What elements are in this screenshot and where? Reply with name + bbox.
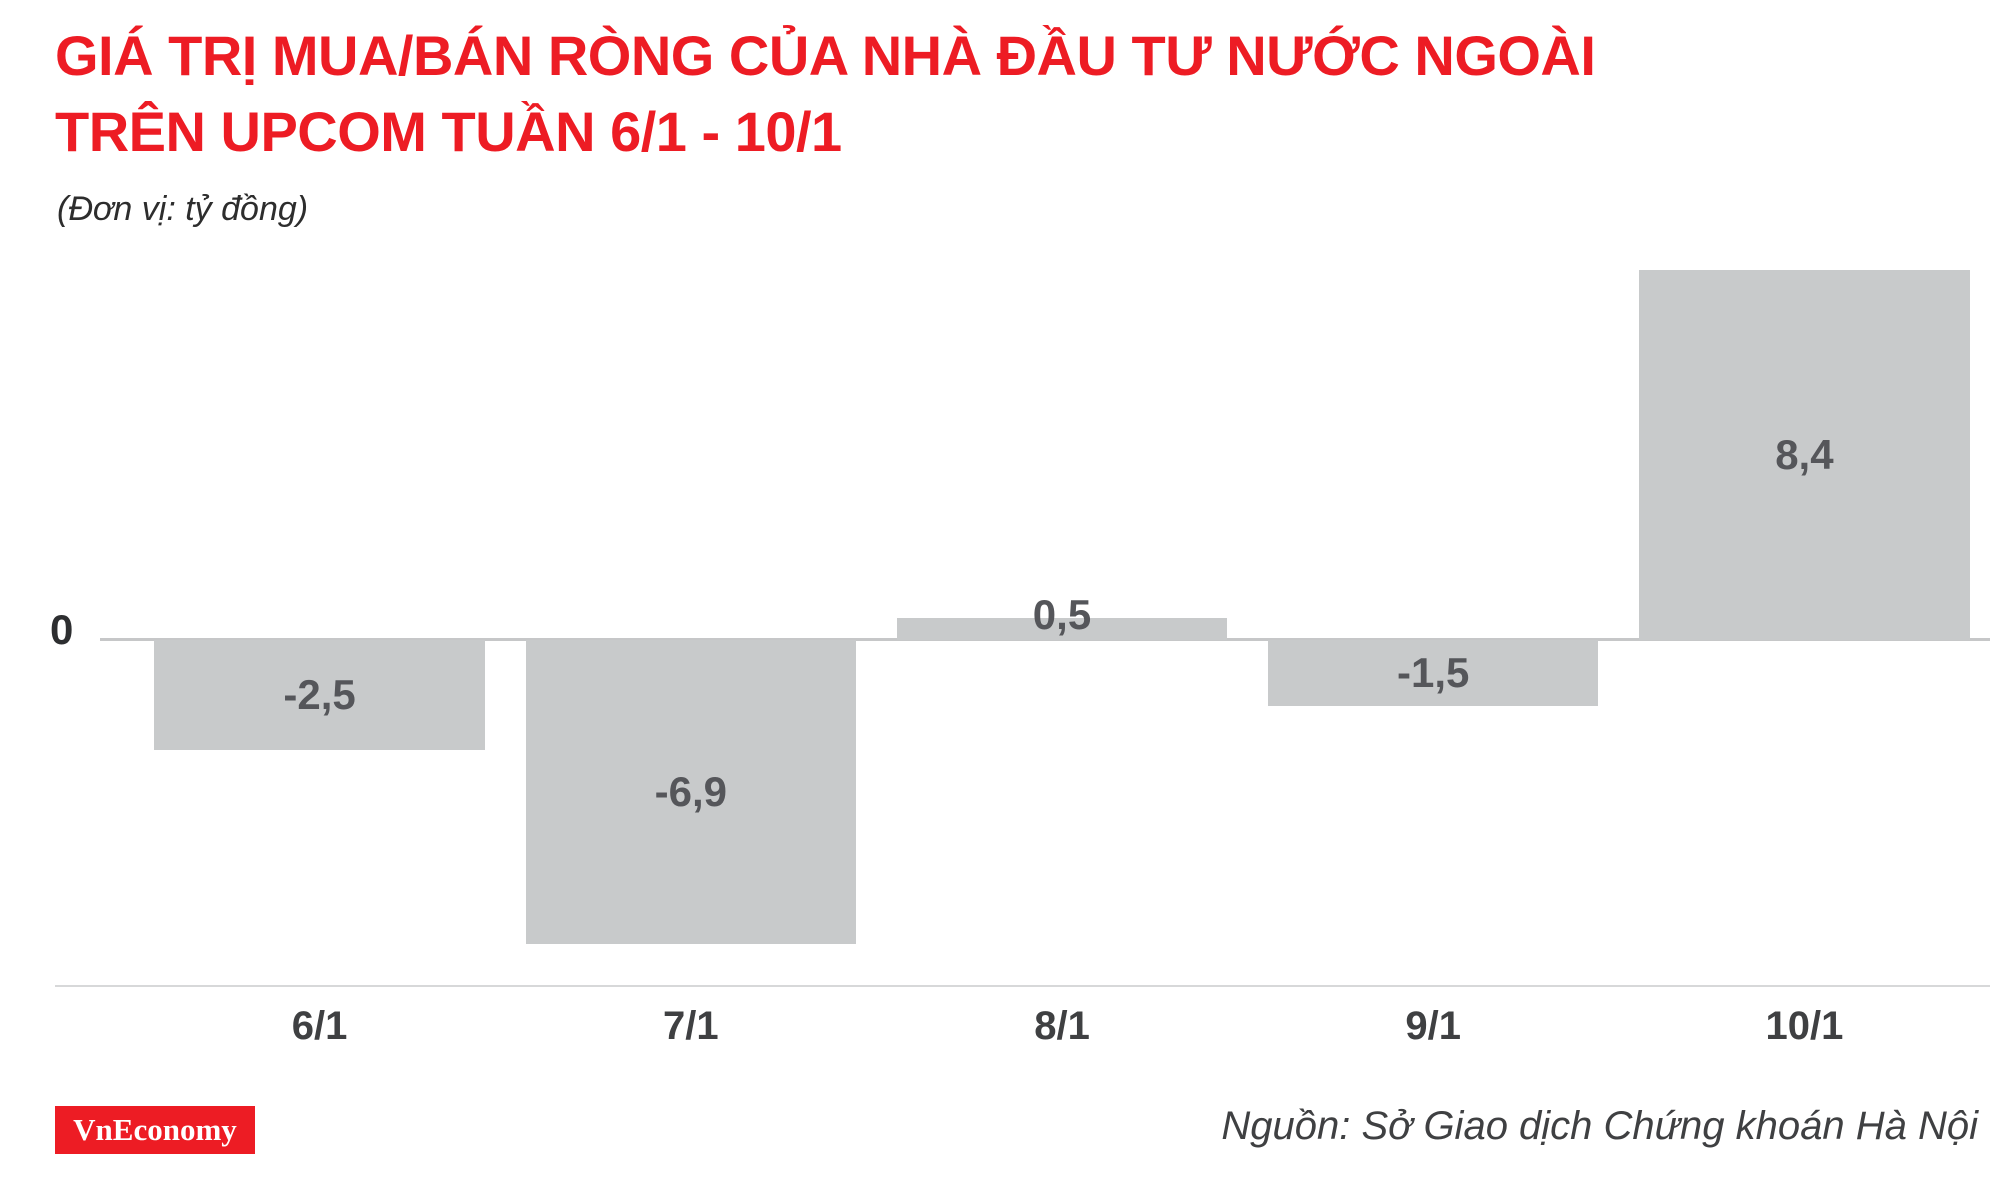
x-axis-label: 10/1: [1765, 1004, 1844, 1048]
x-axis-labels: 6/1 7/1 8/1 9/1 10/1: [134, 1004, 1990, 1049]
bar-slot: -1,5: [1248, 230, 1619, 986]
y-axis-zero-label: 0: [50, 606, 74, 653]
bar-value-label: 0,5: [1032, 591, 1092, 638]
bar-value-label: -1,5: [1397, 649, 1470, 696]
bar-slot: -6,9: [505, 230, 876, 986]
page-title: GIÁ TRỊ MUA/BÁN RÒNG CỦA NHÀ ĐẦU TƯ NƯỚC…: [55, 18, 1596, 169]
page-title-line2: TRÊN UPCOM TUẦN 6/1 - 10/1: [55, 99, 842, 163]
source-credit: Nguồn: Sở Giao dịch Chứng khoán Hà Nội: [1221, 1104, 1978, 1148]
bar-9-1: -1,5: [1268, 640, 1599, 706]
x-axis-line: [55, 985, 1990, 987]
vneconomy-logo: VnEconomy: [55, 1106, 255, 1154]
x-axis-label: 8/1: [1034, 1004, 1090, 1048]
bar-value-label: -6,9: [654, 768, 727, 815]
plot-area: -2,5 -6,9 0,5 -1,5 8,4: [134, 230, 1990, 986]
bar-10-1: 8,4: [1639, 270, 1970, 640]
x-axis-label: 9/1: [1405, 1004, 1462, 1048]
bar-slot: 0,5: [876, 230, 1247, 986]
page-title-line1: GIÁ TRỊ MUA/BÁN RÒNG CỦA NHÀ ĐẦU TƯ NƯỚC…: [55, 24, 1596, 87]
unit-subtitle: (Đơn vị: tỷ đồng): [57, 190, 309, 228]
bar-value-label: 8,4: [1775, 431, 1834, 478]
x-axis-label: 6/1: [291, 1004, 348, 1048]
bar-6-1: -2,5: [154, 640, 485, 750]
bar-slot: 8,4: [1619, 230, 1990, 986]
bar-value-label: -2,5: [283, 671, 356, 718]
bar-slot: -2,5: [134, 230, 505, 986]
x-axis-label: 7/1: [663, 1004, 719, 1048]
bar-8-1: 0,5: [896, 594, 1228, 640]
bar-7-1: -6,9: [525, 640, 856, 944]
